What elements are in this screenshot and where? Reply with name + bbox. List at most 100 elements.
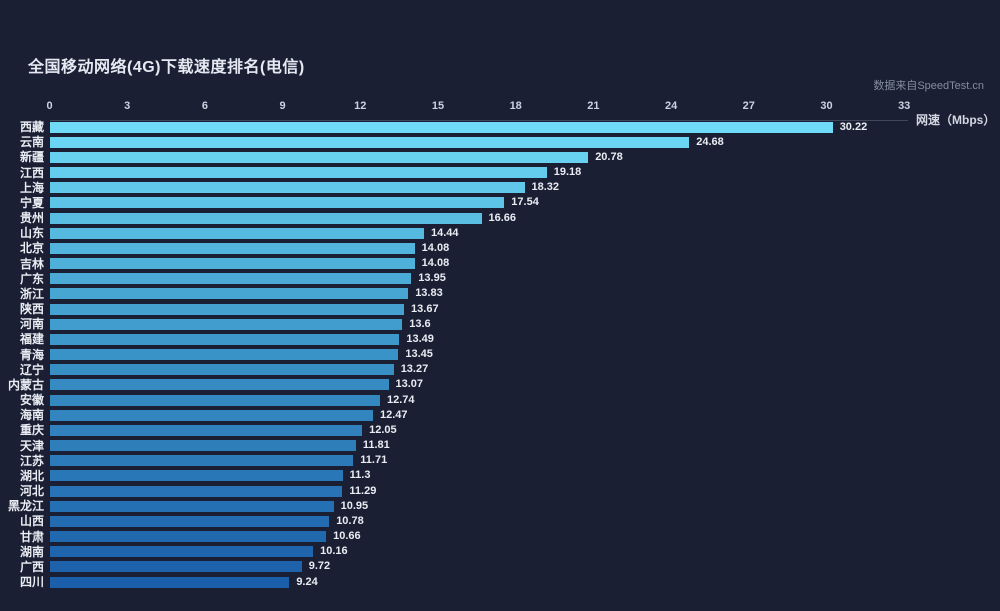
category-label: 重庆 [19, 423, 44, 438]
bar [50, 212, 482, 224]
value-label: 12.74 [386, 393, 415, 406]
bar [50, 424, 363, 436]
category-label: 青海 [19, 347, 44, 362]
value-label: 13.49 [406, 332, 434, 345]
bar [50, 500, 334, 512]
category-label: 河南 [19, 317, 44, 332]
x-axis-tick-label: 27 [742, 100, 755, 112]
x-axis-tick-label: 12 [354, 100, 367, 112]
value-label: 14.08 [421, 241, 450, 254]
bar [50, 333, 400, 345]
bar [50, 470, 343, 482]
bar [50, 409, 373, 421]
bar [50, 303, 405, 315]
bar [50, 197, 505, 209]
value-label: 9.24 [296, 575, 318, 588]
value-label: 11.71 [360, 454, 388, 467]
value-label: 10.78 [336, 514, 364, 527]
bar [50, 576, 290, 588]
category-label: 山东 [19, 226, 44, 241]
category-label: 山西 [19, 514, 44, 529]
category-label: 甘肃 [19, 529, 44, 544]
value-label: 13.07 [395, 378, 424, 391]
value-label: 13.27 [400, 363, 429, 376]
bar [50, 151, 589, 163]
value-label: 13.6 [409, 317, 431, 330]
category-label: 湖北 [19, 468, 44, 483]
bar [50, 561, 302, 573]
value-label: 13.45 [405, 348, 433, 361]
value-label: 14.44 [430, 226, 459, 239]
x-axis-name: 网速（Mbps） [916, 113, 996, 127]
bar [50, 455, 354, 467]
bar [50, 167, 547, 178]
bar [50, 440, 356, 452]
value-label: 12.05 [369, 423, 397, 436]
value-label: 30.22 [839, 120, 868, 133]
category-label: 吉林 [19, 256, 44, 271]
x-axis-tick-label: 9 [279, 100, 286, 112]
x-axis-tick-label: 24 [664, 100, 678, 112]
value-label: 24.68 [696, 135, 724, 148]
category-label: 广东 [19, 271, 44, 286]
category-label: 江苏 [19, 453, 44, 468]
value-label: 19.18 [553, 166, 582, 178]
x-axis-line [50, 120, 908, 121]
x-axis-tick-label: 15 [431, 100, 445, 112]
x-axis-tick-label: 18 [509, 100, 522, 112]
x-axis-tick-label: 30 [820, 100, 833, 112]
category-label: 海南 [19, 408, 44, 423]
category-label: 陕西 [19, 302, 44, 317]
category-label: 浙江 [19, 286, 44, 301]
value-label: 13.95 [418, 272, 446, 285]
value-label: 10.95 [340, 499, 369, 512]
bar [50, 394, 380, 406]
value-label: 9.72 [308, 560, 331, 573]
category-label: 湖南 [19, 544, 44, 559]
category-label: 上海 [19, 180, 44, 195]
category-label: 广西 [19, 559, 44, 574]
value-label: 11.3 [349, 469, 371, 482]
x-axis-tick-label: 0 [46, 100, 53, 112]
value-label: 10.66 [333, 530, 361, 543]
bar [50, 273, 412, 285]
category-label: 新疆 [19, 150, 44, 165]
bar [50, 121, 833, 133]
x-axis-tick-label: 3 [124, 100, 131, 112]
category-label: 黑龙江 [7, 499, 44, 514]
value-label: 10.16 [320, 545, 348, 558]
value-label: 11.81 [362, 439, 390, 452]
bar [50, 182, 525, 194]
bar [50, 242, 415, 254]
data-source-credit: 数据来自SpeedTest.cn [873, 80, 984, 92]
bar [50, 379, 389, 391]
category-label: 天津 [19, 438, 44, 453]
value-label: 13.83 [415, 287, 443, 300]
value-label: 20.78 [595, 150, 623, 163]
value-label: 13.67 [411, 302, 439, 315]
bar [50, 136, 690, 148]
category-label: 四川 [19, 575, 44, 590]
category-label: 贵州 [19, 211, 44, 226]
chart-title: 全国移动网络(4G)下载速度排名(电信) [28, 59, 305, 76]
category-label: 福建 [19, 332, 44, 347]
bar [50, 515, 330, 527]
category-label: 内蒙古 [7, 377, 44, 392]
bar [50, 318, 403, 330]
category-label: 西藏 [19, 120, 44, 134]
category-label: 宁夏 [19, 195, 44, 210]
x-axis-tick-label: 6 [201, 100, 208, 112]
category-label: 安徽 [19, 393, 44, 408]
value-label: 18.32 [531, 181, 560, 194]
bar [50, 349, 399, 361]
bar [50, 364, 394, 376]
category-label: 北京 [19, 241, 44, 256]
value-label: 17.54 [511, 196, 539, 209]
category-label: 河北 [19, 484, 44, 499]
value-label: 12.47 [379, 408, 408, 421]
value-label: 16.66 [488, 211, 517, 224]
value-label: 11.29 [349, 484, 377, 497]
value-label: 14.08 [421, 257, 450, 270]
category-label: 云南 [19, 135, 44, 150]
